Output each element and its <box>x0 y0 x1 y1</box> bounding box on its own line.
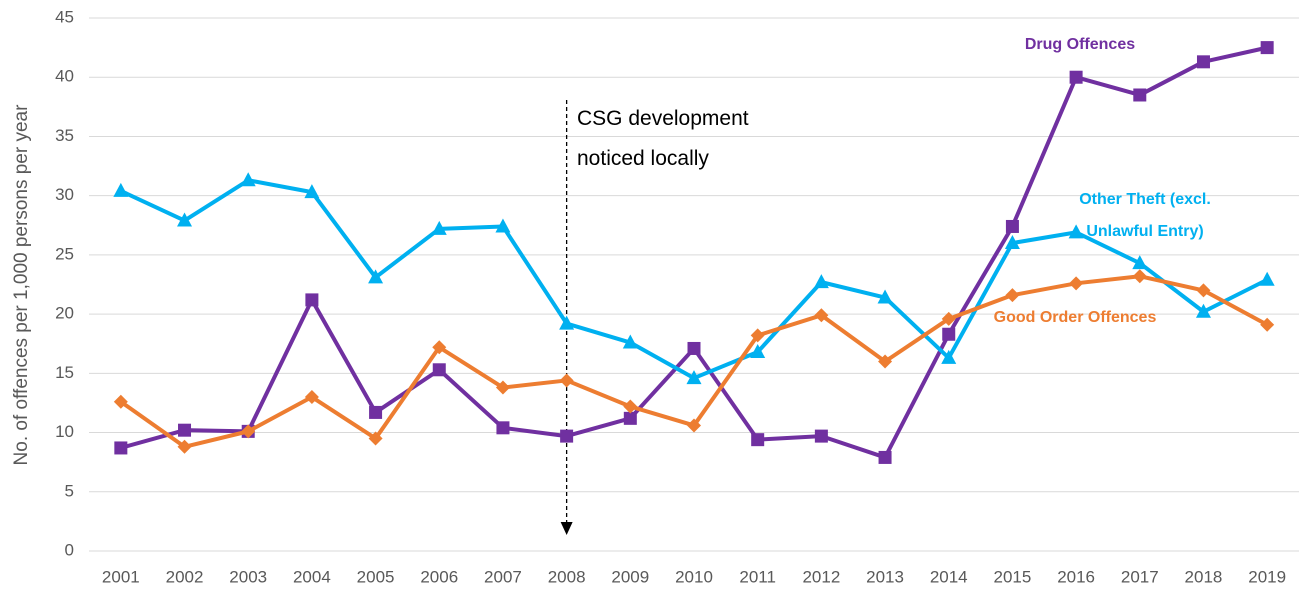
x-tick-label: 2012 <box>802 567 840 586</box>
x-tick-label: 2015 <box>994 567 1032 586</box>
y-tick-label: 10 <box>55 422 74 441</box>
marker <box>750 328 765 343</box>
y-tick-label: 35 <box>55 126 74 145</box>
marker <box>1260 317 1275 332</box>
marker <box>496 421 510 435</box>
x-tick-label: 2013 <box>866 567 904 586</box>
marker <box>1068 224 1084 239</box>
x-tick-label: 2016 <box>1057 567 1095 586</box>
marker <box>1259 271 1275 286</box>
marker <box>687 418 701 433</box>
x-tick-label: 2003 <box>229 567 267 586</box>
marker <box>113 182 129 197</box>
series-label: Good Order Offences <box>993 309 1157 326</box>
y-tick-label: 45 <box>55 7 74 26</box>
marker <box>1132 269 1147 284</box>
marker <box>559 315 575 330</box>
x-tick-label: 2008 <box>548 567 586 586</box>
x-tick-label: 2007 <box>484 567 522 586</box>
marker <box>304 390 319 405</box>
marker <box>495 380 510 395</box>
y-tick-label: 20 <box>55 304 74 323</box>
marker <box>1196 283 1211 298</box>
series-label: Drug Offences <box>1024 36 1136 53</box>
marker <box>241 424 256 439</box>
x-tick-label: 2017 <box>1121 567 1159 586</box>
marker <box>1005 288 1020 303</box>
marker <box>750 344 766 359</box>
marker <box>177 212 193 227</box>
x-tick-label: 2018 <box>1185 567 1223 586</box>
x-tick-label: 2011 <box>739 567 776 586</box>
y-tick-label: 0 <box>65 540 74 559</box>
marker <box>431 220 447 235</box>
marker <box>622 334 638 349</box>
y-tick-label: 30 <box>55 185 74 204</box>
y-tick-label: 5 <box>65 481 74 500</box>
marker <box>559 373 574 388</box>
marker <box>368 431 383 446</box>
marker <box>686 370 702 385</box>
marker <box>623 399 638 414</box>
x-tick-label: 2019 <box>1248 567 1286 586</box>
marker <box>941 349 957 364</box>
marker <box>432 363 446 377</box>
marker <box>942 327 956 341</box>
arrow-head <box>560 522 573 535</box>
y-tick-label: 40 <box>55 67 74 86</box>
marker <box>878 354 893 369</box>
marker <box>1005 219 1019 233</box>
marker <box>1069 276 1084 291</box>
marker <box>240 172 256 187</box>
y-tick-label: 15 <box>55 363 74 382</box>
marker <box>178 423 192 437</box>
marker <box>177 439 192 454</box>
marker <box>432 340 447 355</box>
marker <box>813 274 829 289</box>
marker <box>560 429 574 443</box>
marker <box>1196 55 1210 69</box>
series-label: Other Theft (excl. Unlawful Entry) <box>1079 191 1211 240</box>
marker <box>495 218 511 233</box>
marker <box>878 450 892 464</box>
annotation: CSG development noticed locally <box>577 107 749 170</box>
marker <box>623 411 637 425</box>
y-axis-label: No. of offences per 1,000 persons per ye… <box>11 104 32 466</box>
marker <box>1133 88 1147 102</box>
marker <box>1132 255 1148 270</box>
marker <box>941 311 956 326</box>
x-tick-label: 2009 <box>611 567 649 586</box>
marker <box>1195 303 1211 318</box>
marker <box>305 293 319 307</box>
marker <box>114 441 128 455</box>
marker <box>1004 235 1020 250</box>
x-tick-label: 2014 <box>930 567 968 586</box>
marker <box>877 289 893 304</box>
marker <box>1260 41 1274 55</box>
x-tick-label: 2002 <box>166 567 204 586</box>
x-tick-label: 2001 <box>102 567 140 586</box>
marker <box>368 269 384 284</box>
marker <box>113 394 128 409</box>
marker <box>304 184 320 199</box>
marker <box>751 433 765 447</box>
marker <box>687 341 701 355</box>
x-tick-label: 2004 <box>293 567 331 586</box>
y-tick-label: 25 <box>55 244 74 263</box>
marker <box>369 405 383 419</box>
marker <box>814 308 829 323</box>
x-tick-label: 2010 <box>675 567 713 586</box>
marker <box>814 429 828 443</box>
x-tick-label: 2005 <box>357 567 395 586</box>
x-tick-label: 2006 <box>420 567 458 586</box>
marker <box>1069 70 1083 84</box>
